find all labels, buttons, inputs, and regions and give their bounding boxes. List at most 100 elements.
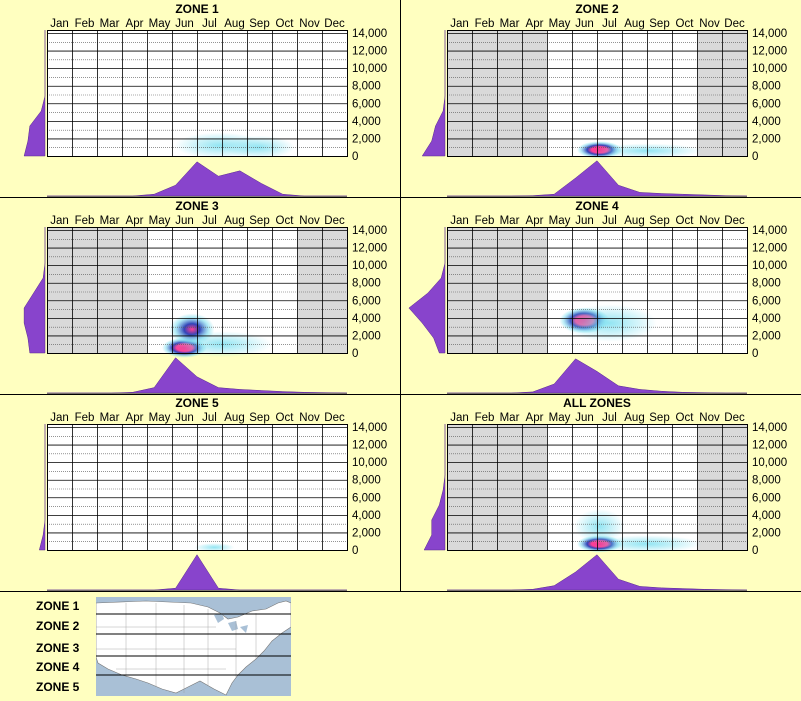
month-label: Apr [126,412,144,424]
heat-blob [592,143,702,158]
month-profile [47,357,348,394]
y-tick-label: 4,000 [752,116,781,128]
heat-blob [574,508,625,544]
shaded-month [447,227,472,353]
shaded-month [447,424,472,550]
month-label: Feb [75,412,95,424]
y-tick-label: 12,000 [752,440,787,452]
chart-title: ZONE 2 [575,2,619,16]
elevation-profile [423,424,446,551]
y-tick-label: 12,000 [352,243,387,255]
y-tick-label: 10,000 [352,63,387,75]
month-label: Jan [450,412,469,424]
chart-panel-4: ZONE 4 Jan Feb Mar Apr May Jun Jul Aug Sep Oct Nov D… [408,199,787,394]
y-tick-label: 0 [352,151,358,163]
month-label: Jul [602,215,617,227]
month-label: May [549,18,571,30]
map-great-lakes [214,613,248,633]
month-label: Nov [699,215,720,227]
month-profile [47,554,347,591]
elevation-profile [421,30,446,157]
y-tick-label: 2,000 [752,133,781,145]
month-label: Oct [676,18,695,30]
month-label: Jun [575,18,594,30]
chart-title: ZONE 5 [175,396,219,410]
elevation-profile [408,227,446,354]
month-label: Oct [276,412,295,424]
month-profile [447,554,748,591]
month-label: Mar [100,215,120,227]
month-label: Sep [649,215,669,227]
month-label: May [549,215,571,227]
shaded-month [722,30,747,156]
y-tick-label: 8,000 [352,475,381,487]
heat-blob [592,535,702,553]
y-tick-label: 4,000 [752,313,781,325]
shaded-month [322,227,347,353]
plot-area [47,424,347,550]
elevation-profile [23,30,46,157]
month-label: Jan [450,18,469,30]
y-tick-label: 8,000 [752,278,781,290]
legend-zone-3-label: ZONE 3 [36,641,80,655]
month-label: Jul [202,412,217,424]
y-tick-label: 6,000 [752,295,781,307]
month-label: Jun [175,18,194,30]
month-label: Dec [724,215,745,227]
y-tick-label: 14,000 [352,422,387,434]
shaded-month [522,424,547,550]
y-tick-label: 8,000 [352,278,381,290]
y-tick-label: 10,000 [752,63,787,75]
shaded-month [447,30,472,156]
shaded-month [497,227,522,353]
y-tick-label: 0 [752,348,758,360]
month-label: Feb [475,412,495,424]
y-tick-label: 8,000 [352,81,381,93]
month-label: Nov [699,412,720,424]
month-label: Apr [526,18,544,30]
month-label: Feb [475,215,495,227]
month-label: Jan [50,412,69,424]
shaded-month [472,227,497,353]
month-label: Aug [224,18,244,30]
y-tick-label: 12,000 [752,46,787,58]
shaded-month [97,227,122,353]
y-tick-label: 14,000 [752,422,787,434]
month-label: Dec [724,18,745,30]
month-label: Nov [699,18,720,30]
y-tick-label: 0 [752,545,758,557]
zone-boundaries [96,613,291,676]
month-label: Feb [75,18,95,30]
shaded-month [722,424,747,550]
month-label: Jun [175,412,194,424]
month-label: Apr [526,412,544,424]
month-label: Jul [202,18,217,30]
y-tick-label: 0 [352,545,358,557]
shaded-month [522,227,547,353]
y-tick-label: 2,000 [352,133,381,145]
month-label: Jul [602,412,617,424]
zone-map [96,597,291,696]
month-label: Feb [475,18,495,30]
chart-title: ZONE 3 [175,199,219,213]
month-label: Jan [50,215,69,227]
heat-blob [224,135,295,159]
month-label: Oct [676,412,695,424]
y-tick-label: 4,000 [352,313,381,325]
month-label: Jan [450,215,469,227]
month-label: Sep [649,412,669,424]
month-label: Aug [224,412,244,424]
y-tick-label: 12,000 [352,440,387,452]
month-profile [447,358,747,394]
y-tick-label: 4,000 [352,116,381,128]
month-label: May [549,412,571,424]
month-label: Dec [324,412,345,424]
month-label: Nov [299,18,320,30]
legend-zone-4-label: ZONE 4 [36,660,80,674]
shaded-month [297,227,322,353]
month-label: Aug [624,18,644,30]
month-label: May [149,215,171,227]
chart-title: ALL ZONES [563,396,631,410]
month-label: Jun [575,412,594,424]
